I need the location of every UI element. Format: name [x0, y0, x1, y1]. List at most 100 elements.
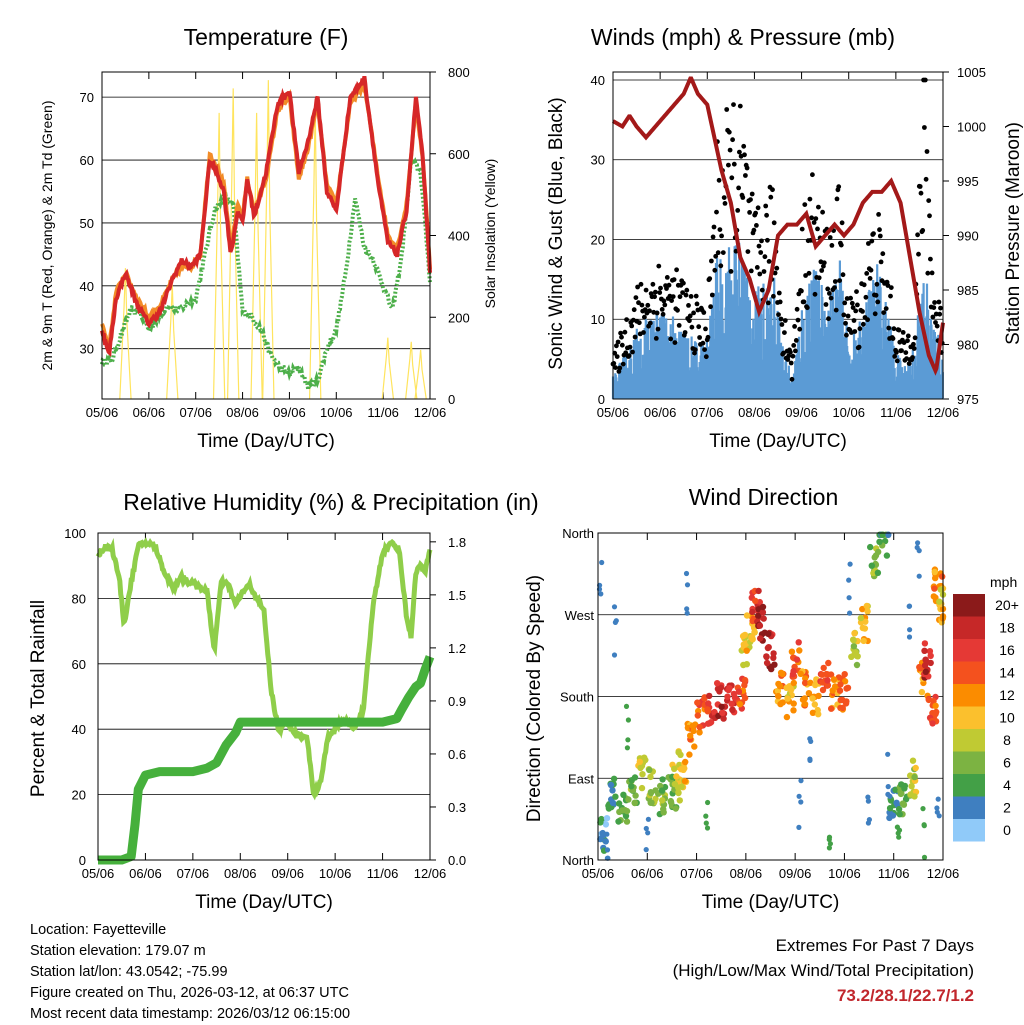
direction-point: [735, 688, 743, 695]
gust-point: [759, 238, 764, 244]
direction-point: [612, 793, 619, 800]
direction-point: [741, 694, 749, 702]
y-tick-label-right: 400: [448, 229, 470, 244]
gust-point: [842, 300, 848, 306]
direction-point: [652, 795, 659, 802]
direction-point: [853, 661, 861, 669]
gust-point: [687, 318, 692, 324]
x-axis-label: Time (Day/UTC): [197, 431, 335, 452]
gust-point: [803, 273, 808, 278]
gust-point: [923, 176, 929, 182]
gust-point: [777, 299, 783, 305]
solar-insolation-peak: [405, 341, 418, 400]
gust-point: [731, 161, 737, 167]
direction-point: [677, 766, 685, 773]
gust-point: [765, 300, 771, 306]
direction-point-light: [683, 570, 690, 577]
direction-point: [659, 776, 666, 783]
gust-point: [736, 185, 741, 191]
gust-point: [755, 205, 761, 211]
direction-point: [829, 687, 836, 694]
direction-point: [790, 679, 797, 687]
direction-point-light: [604, 847, 611, 853]
direction-point: [875, 548, 882, 556]
gust-point: [802, 202, 808, 208]
gust-point: [905, 338, 910, 344]
gust-point: [839, 220, 845, 226]
gust-point: [873, 292, 879, 298]
direction-point: [775, 692, 782, 700]
direction-point: [763, 653, 770, 661]
gust-point: [754, 265, 760, 270]
gust-point: [937, 311, 943, 317]
direction-point: [671, 765, 678, 772]
y-tick-label: West: [565, 608, 595, 623]
direction-point-light: [920, 806, 926, 812]
x-tick-label: 10/06: [319, 866, 352, 881]
gust-point: [774, 265, 780, 271]
direction-point: [926, 648, 934, 655]
gust-point: [811, 220, 817, 225]
gust-point: [878, 259, 884, 265]
gust-point: [772, 270, 778, 276]
direction-point-light: [643, 847, 649, 853]
gust-point: [659, 307, 665, 312]
gust-point: [910, 355, 915, 360]
gust-point: [652, 294, 657, 300]
gust-point: [757, 271, 763, 277]
gust-point: [871, 231, 876, 237]
gust-point: [850, 305, 856, 310]
gust-point: [799, 226, 805, 232]
gust-point: [635, 284, 640, 290]
gust-point: [806, 270, 812, 276]
direction-point-light: [847, 610, 853, 616]
gust-point: [729, 175, 735, 181]
direction-point: [607, 781, 615, 789]
gust-point: [855, 302, 860, 308]
y-tick-label-right: 1.8: [448, 535, 466, 550]
gust-point: [791, 343, 797, 348]
direction-point: [623, 818, 631, 825]
y-axis-label: Sonic Wind & Gust (Blue, Black): [546, 97, 567, 369]
direction-point: [718, 703, 725, 710]
direction-point: [824, 677, 831, 684]
extremes-title: Extremes For Past 7 Days: [775, 936, 974, 955]
y-tick-label: 40: [72, 722, 86, 737]
y-tick-label: 100: [64, 526, 86, 541]
gust-point: [845, 313, 851, 319]
direction-point: [610, 775, 618, 782]
gust-point: [854, 289, 859, 294]
direction-point: [647, 789, 655, 797]
gust-point: [827, 291, 832, 296]
gust-point: [840, 272, 846, 278]
direction-point-light: [847, 561, 853, 567]
gust-point: [618, 330, 623, 336]
figure-created: Figure created on Thu, 2026-03-12, at 06…: [30, 985, 349, 1001]
y-axis-label-right: Solar Insolation (Yellow): [482, 159, 498, 309]
direction-point: [876, 538, 883, 545]
gust-point: [875, 299, 881, 305]
gust-point: [888, 285, 894, 290]
plot-frame: [612, 71, 944, 400]
direction-point: [609, 799, 617, 807]
direction-point: [658, 787, 666, 794]
direction-point-light: [624, 745, 631, 751]
chart-title: Relative Humidity (%) & Precipitation (i…: [123, 489, 538, 515]
direction-point-light: [643, 825, 649, 832]
y-tick-label: 30: [80, 342, 94, 357]
gust-point: [766, 259, 772, 264]
gust-point: [761, 269, 767, 274]
gust-point: [718, 263, 724, 269]
solar-insolation-peak: [381, 337, 395, 400]
x-tick-label: 09/06: [785, 405, 818, 420]
gust-point: [883, 306, 889, 311]
direction-point: [936, 598, 943, 605]
direction-point: [609, 787, 616, 794]
direction-point: [706, 692, 713, 700]
direction-point: [660, 809, 667, 816]
direction-point: [819, 679, 826, 686]
gust-point: [865, 317, 870, 323]
direction-point: [918, 688, 926, 696]
gust-point: [740, 195, 746, 200]
direction-point: [625, 796, 632, 803]
